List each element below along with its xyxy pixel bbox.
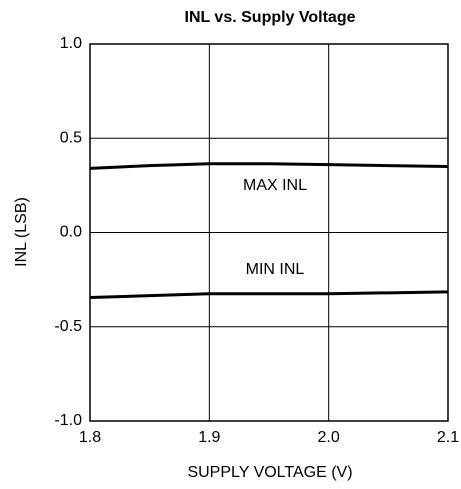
x-tick-label: 1.8 bbox=[79, 429, 101, 446]
y-axis-label: INL (LSB) bbox=[13, 197, 30, 267]
line-annotation: MAX INL bbox=[243, 177, 307, 194]
x-tick-label: 2.1 bbox=[437, 429, 459, 446]
line-annotation: MIN INL bbox=[246, 261, 305, 278]
x-axis-label: SUPPLY VOLTAGE (V) bbox=[187, 464, 352, 481]
x-tick-label: 2.0 bbox=[318, 429, 340, 446]
y-tick-label: -0.5 bbox=[54, 318, 82, 335]
y-tick-label: 1.0 bbox=[60, 35, 82, 52]
y-tick-label: -1.0 bbox=[54, 412, 82, 429]
y-tick-label: 0.5 bbox=[60, 129, 82, 146]
y-tick-label: 0.0 bbox=[60, 224, 82, 241]
chart-title: INL vs. Supply Voltage bbox=[185, 9, 356, 26]
x-tick-label: 1.9 bbox=[198, 429, 220, 446]
data-line bbox=[89, 290, 449, 300]
data-line bbox=[89, 162, 449, 170]
